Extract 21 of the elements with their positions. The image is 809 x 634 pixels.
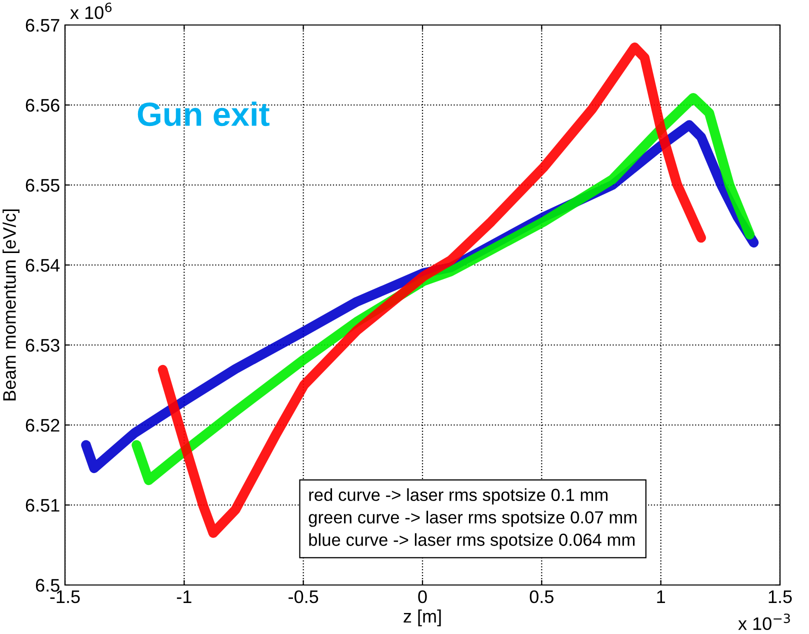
x-axis-title: z [m] xyxy=(404,609,441,626)
y-tick-label: 6.52 xyxy=(26,418,60,432)
y-tick-label: 6.57 xyxy=(26,18,60,32)
y-tick-label: 6.56 xyxy=(26,98,60,112)
x-tick-label: -1.5 xyxy=(50,590,80,604)
x-tick-label: 0 xyxy=(418,590,427,604)
annotation: Gun exit xyxy=(138,102,270,126)
text: x 10$^{−3}$ xyxy=(738,614,790,630)
y-tick-label: 6.5 xyxy=(36,578,60,592)
y-tick-label: 6.53 xyxy=(26,338,60,352)
x-tick-label: -0.5 xyxy=(288,590,318,604)
annotation: red curve -> laser rms spotsize 0.1 mm green curve -> laser rms spotsize 0.07 mm blue curve -> laser rms spotsize 0.064 mm xyxy=(308,488,636,550)
y-tick-label: 6.54 xyxy=(26,258,60,272)
y-axis-title: Beam momentum [eV/c] xyxy=(2,209,20,400)
x-tick-label: 1.5 xyxy=(768,590,792,604)
x-tick-label: 0.5 xyxy=(530,590,554,604)
x-tick-label: -1 xyxy=(176,590,192,603)
y-tick-label: 6.55 xyxy=(26,178,60,192)
x-tick-label: 1 xyxy=(657,590,665,603)
y-tick-label: 6.51 xyxy=(26,498,60,512)
text: x 10$^{6}$ xyxy=(70,2,112,20)
